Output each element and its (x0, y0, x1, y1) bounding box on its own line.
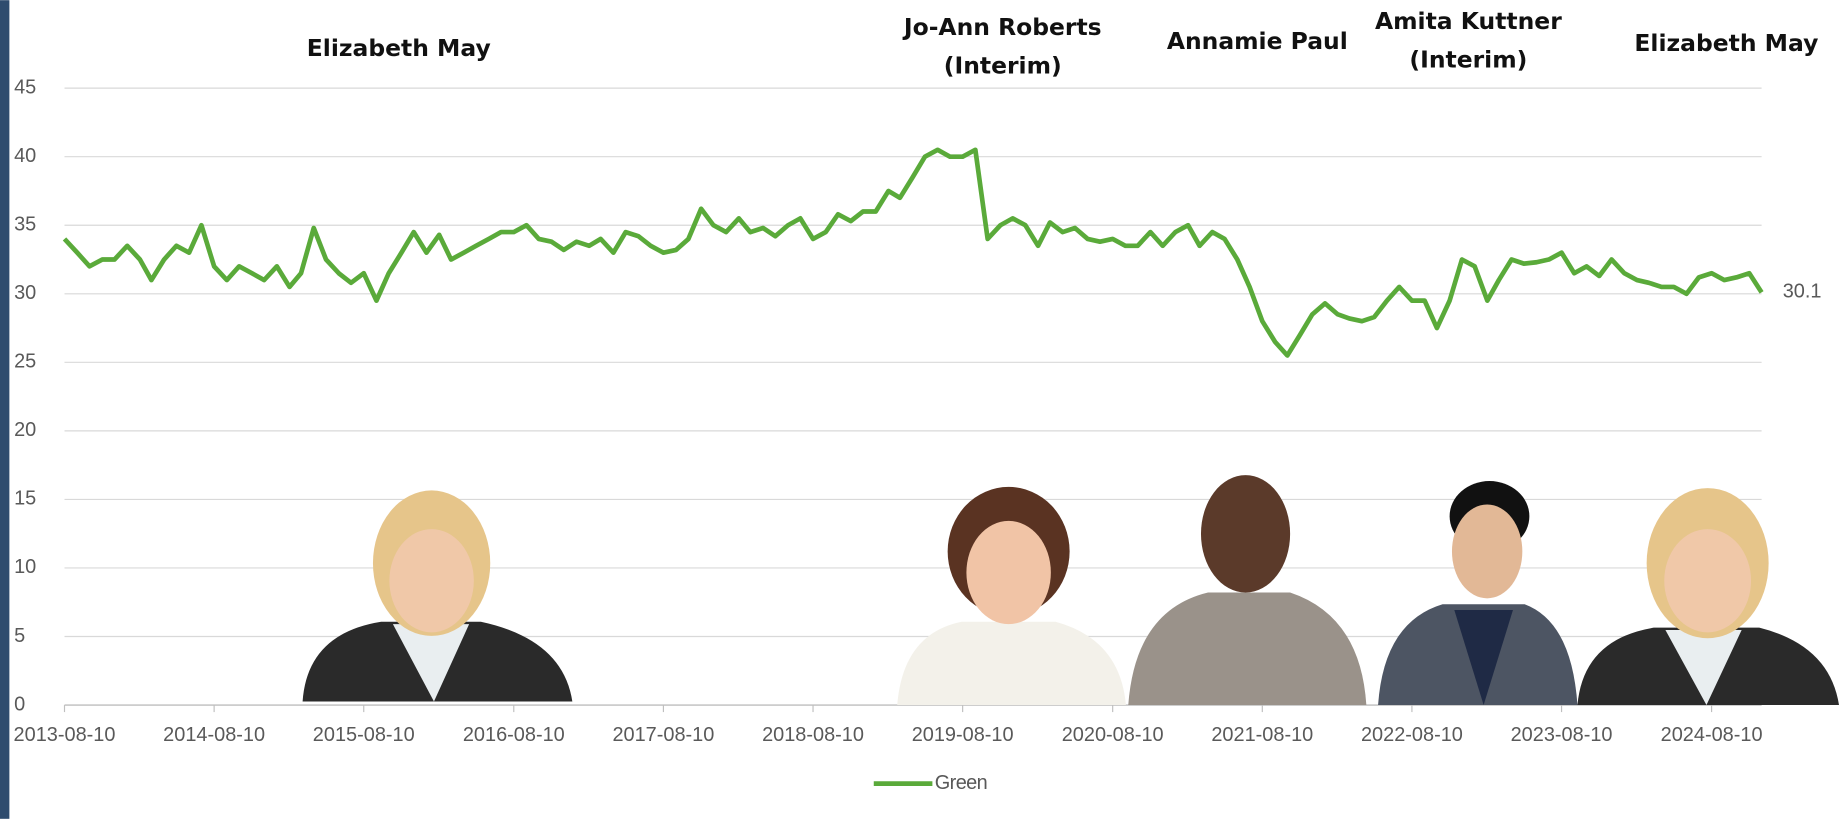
y-tick-label: 45 (14, 76, 36, 98)
x-tick-label: 2024-08-10 (1661, 724, 1763, 746)
leader-annotation: Annamie Paul (1167, 27, 1348, 55)
y-tick-label: 5 (14, 625, 25, 647)
x-tick-label: 2021-08-10 (1211, 724, 1313, 746)
leader-annotation: (Interim) (944, 52, 1062, 80)
series-line (62, 147, 1764, 358)
leader-annotation: (Interim) (1409, 46, 1527, 74)
y-tick-label: 35 (14, 214, 36, 236)
x-tick-label: 2020-08-10 (1062, 724, 1164, 746)
y-tick-label: 30 (14, 282, 36, 304)
x-tick-label: 2013-08-10 (14, 724, 116, 746)
x-tick-label: 2018-08-10 (762, 724, 864, 746)
y-tick-label: 20 (14, 419, 36, 441)
x-tick-label: 2014-08-10 (163, 724, 265, 746)
photo (1577, 488, 1839, 706)
x-tick-label: 2016-08-10 (463, 724, 565, 746)
x-tick-label: 2022-08-10 (1361, 724, 1463, 746)
x-tick-label: 2017-08-10 (612, 724, 714, 746)
y-tick-label: 25 (14, 351, 36, 373)
photo (897, 486, 1126, 706)
x-tick-label: 2015-08-10 (313, 724, 415, 746)
y-tick-label: 15 (14, 488, 36, 510)
leader-annotation: Elizabeth May (307, 34, 491, 62)
leader-photos (302, 475, 1839, 706)
legend-label: Green (935, 772, 987, 794)
photo (1128, 475, 1367, 706)
y-tick-label: 10 (14, 556, 36, 578)
y-tick-label: 40 (14, 145, 36, 167)
y-tick-label: 0 (14, 693, 25, 715)
x-tick-label: 2019-08-10 (912, 724, 1014, 746)
photo (302, 490, 573, 702)
end-value-label: 30.1 (1783, 281, 1822, 303)
leader-annotation: Amita Kuttner (1375, 7, 1562, 35)
leader-annotation: Elizabeth May (1634, 29, 1818, 57)
leader-annotation: Jo-Ann Roberts (902, 13, 1102, 41)
photo (1378, 481, 1578, 706)
side-strip (0, 0, 10, 819)
x-tick-label: 2023-08-10 (1511, 724, 1613, 746)
